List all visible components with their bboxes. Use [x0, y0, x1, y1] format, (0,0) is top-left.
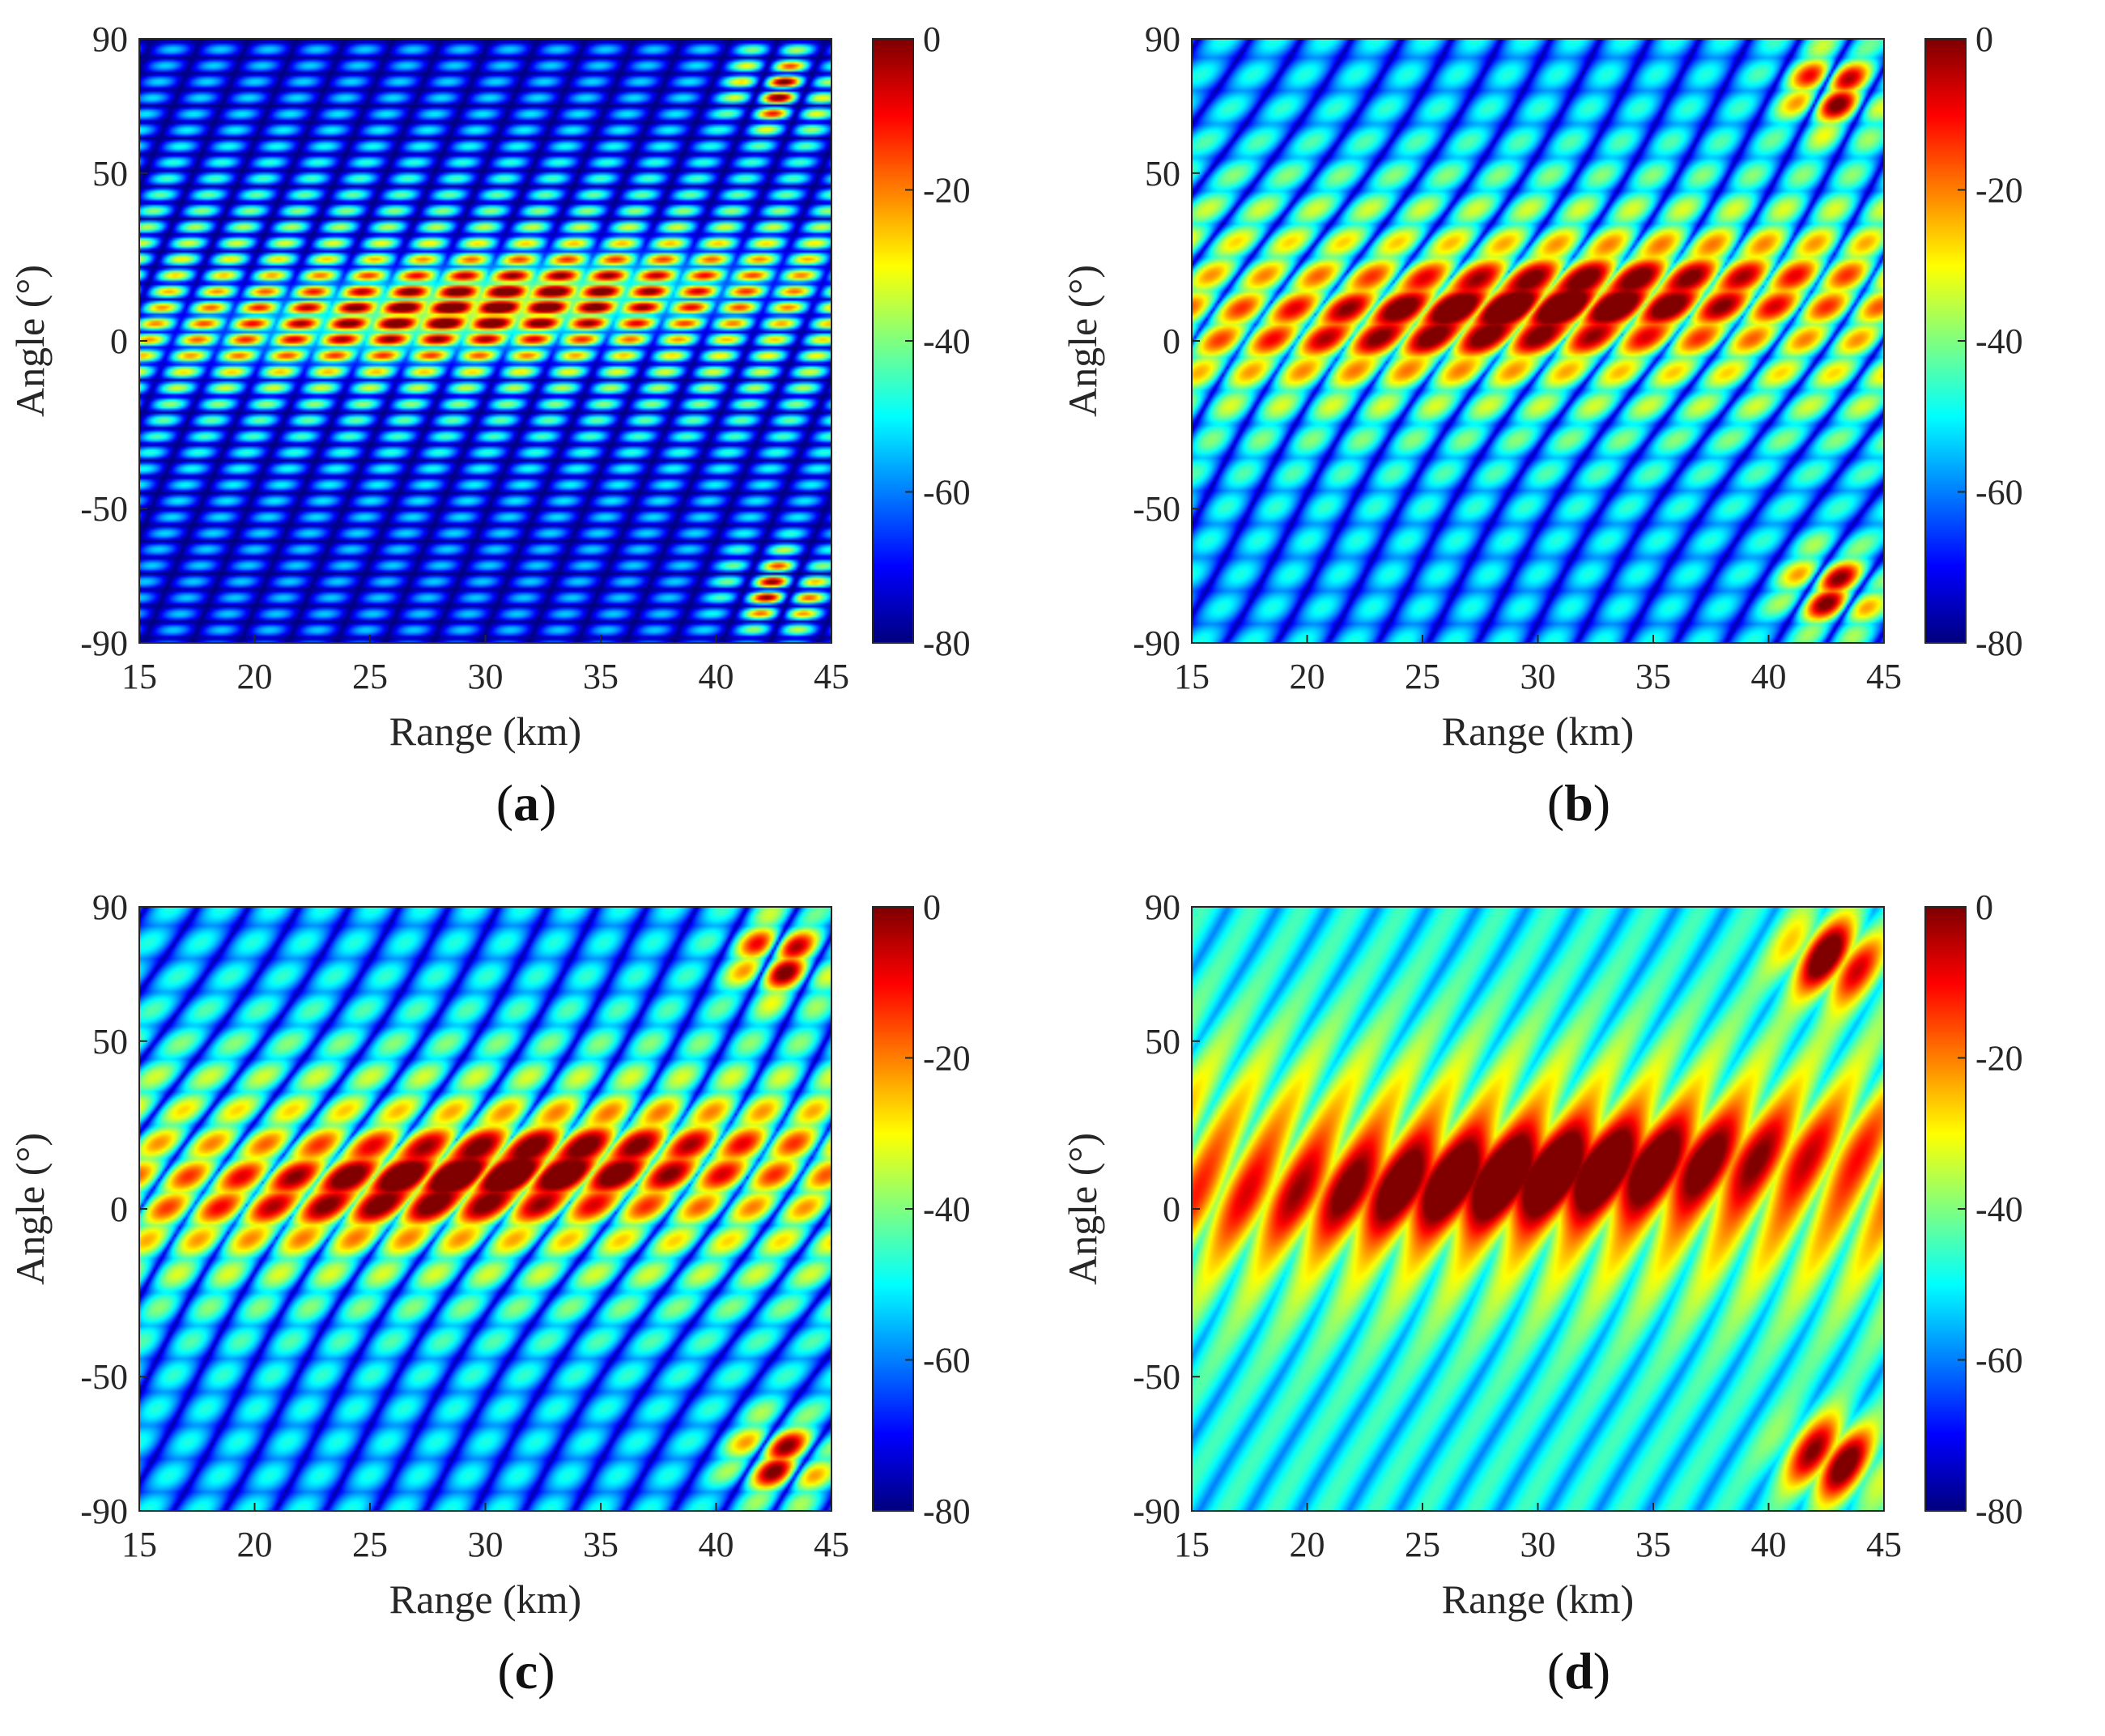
x-tick-label-d-6: 45 [1866, 1525, 1902, 1564]
x-tick-label-a-0: 15 [121, 657, 157, 696]
x-tick-label-c-5: 40 [699, 1525, 734, 1564]
y-axis-label-a: Angle (°) [7, 265, 53, 417]
y-tick-label-a-2: 0 [110, 321, 128, 361]
colorbar-tick-label-a-4: -80 [923, 623, 971, 663]
x-axis-label-b: Range (km) [1442, 708, 1634, 754]
caption-a-letter: a [513, 774, 539, 832]
colorbar-tick-label-b-3: -60 [1975, 473, 2023, 513]
x-tick-label-d-1: 20 [1290, 1525, 1325, 1564]
y-tick-label-b-1: 50 [1145, 154, 1180, 194]
y-axis-label-c: Angle (°) [7, 1133, 53, 1285]
y-tick-label-c-3: -50 [80, 1357, 128, 1397]
y-tick-label-c-1: 50 [92, 1022, 128, 1062]
chart-c: 15 20 25 30 35 40 45 90 50 0 -50 -90 Range (km) Angle… [7, 887, 971, 1622]
x-axis-label-a: Range (km) [389, 708, 581, 754]
y-tick-label-b-3: -50 [1133, 489, 1180, 529]
colorbar-tick-label-d-1: -20 [1975, 1039, 2023, 1079]
colorbar-tick-label-c-0: 0 [923, 887, 941, 927]
y-tick-label-d-1: 50 [1145, 1022, 1180, 1062]
x-tick-label-a-5: 40 [699, 657, 734, 696]
x-tick-label-b-4: 35 [1635, 657, 1671, 696]
y-tick-label-a-3: -50 [80, 489, 128, 529]
colorbar-tick-label-b-4: -80 [1975, 623, 2023, 663]
y-tick-label-a-0: 90 [92, 19, 128, 59]
colorbar-tick-label-b-2: -40 [1975, 321, 2023, 361]
x-tick-label-b-3: 30 [1520, 657, 1556, 696]
y-tick-label-b-4: -90 [1133, 623, 1180, 663]
x-tick-label-b-5: 40 [1751, 657, 1787, 696]
y-tick-label-b-0: 90 [1145, 19, 1180, 59]
y-tick-label-a-4: -90 [80, 623, 128, 663]
colorbar-tick-label-b-1: -20 [1975, 171, 2023, 211]
x-tick-label-c-6: 45 [814, 1525, 849, 1564]
x-tick-label-b-2: 25 [1405, 657, 1440, 696]
x-tick-label-c-3: 30 [468, 1525, 504, 1564]
x-tick-label-a-3: 30 [468, 657, 504, 696]
x-tick-label-a-2: 25 [352, 657, 388, 696]
colorbar-tick-label-d-2: -40 [1975, 1189, 2023, 1229]
y-tick-label-d-2: 0 [1163, 1189, 1180, 1229]
x-tick-label-d-3: 30 [1520, 1525, 1556, 1564]
heatmap-a [139, 39, 831, 643]
caption-b: (b) [1546, 774, 1611, 832]
colorbar-tick-label-b-0: 0 [1975, 19, 1993, 59]
x-tick-label-c-0: 15 [121, 1525, 157, 1564]
x-tick-label-c-2: 25 [352, 1525, 388, 1564]
heatmap-c [139, 907, 831, 1511]
colorbar-tick-label-d-3: -60 [1975, 1341, 2023, 1381]
chart-a: 15 20 25 30 35 40 45 90 50 0 -50 -90 Range (km) Angle… [7, 19, 971, 754]
y-tick-label-c-0: 90 [92, 887, 128, 927]
colorbar-tick-label-c-4: -80 [923, 1491, 971, 1531]
colorbar-tick-label-a-0: 0 [923, 19, 941, 59]
x-tick-label-d-4: 35 [1635, 1525, 1671, 1564]
x-tick-label-a-4: 35 [583, 657, 619, 696]
caption-c-letter: c [514, 1642, 538, 1700]
y-tick-label-c-4: -90 [80, 1491, 128, 1531]
x-tick-label-c-4: 35 [583, 1525, 619, 1564]
chart-b: 15 20 25 30 35 40 45 90 50 0 -50 -90 Range (km) Angle… [1060, 19, 2023, 754]
colorbar-tick-label-a-1: -20 [923, 171, 971, 211]
colorbar-tick-label-c-1: -20 [923, 1039, 971, 1079]
x-axis-label-c: Range (km) [389, 1576, 581, 1622]
colorbar-tick-label-a-3: -60 [923, 473, 971, 513]
heatmap-d [1192, 907, 1884, 1511]
x-tick-label-a-1: 20 [237, 657, 273, 696]
y-tick-label-a-1: 50 [92, 154, 128, 194]
x-axis-label-d: Range (km) [1442, 1576, 1634, 1622]
x-tick-label-c-1: 20 [237, 1525, 273, 1564]
x-tick-label-a-6: 45 [814, 657, 849, 696]
y-axis-label-d: Angle (°) [1060, 1133, 1105, 1285]
y-tick-label-c-2: 0 [110, 1189, 128, 1229]
y-tick-label-d-4: -90 [1133, 1491, 1180, 1531]
y-tick-label-d-0: 90 [1145, 887, 1180, 927]
x-tick-label-b-1: 20 [1290, 657, 1325, 696]
x-tick-label-b-0: 15 [1174, 657, 1210, 696]
x-tick-label-d-5: 40 [1751, 1525, 1787, 1564]
caption-d: (d) [1546, 1642, 1611, 1700]
colorbar-tick-label-c-2: -40 [923, 1189, 971, 1229]
caption-c: (c) [497, 1642, 555, 1700]
caption-d-letter: d [1564, 1642, 1593, 1700]
chart-d: 15 20 25 30 35 40 45 90 50 0 -50 -90 Range (km) Angle… [1060, 887, 2023, 1622]
y-axis-label-b: Angle (°) [1060, 265, 1105, 417]
x-tick-label-d-0: 15 [1174, 1525, 1210, 1564]
heatmap-b [1192, 39, 1884, 643]
colorbar-tick-label-d-0: 0 [1975, 887, 1993, 927]
y-tick-label-b-2: 0 [1163, 321, 1180, 361]
y-tick-label-d-3: -50 [1133, 1357, 1180, 1397]
caption-a: (a) [495, 774, 557, 832]
x-tick-label-d-2: 25 [1405, 1525, 1440, 1564]
caption-b-letter: b [1564, 774, 1593, 832]
colorbar-tick-label-d-4: -80 [1975, 1491, 2023, 1531]
colorbar-tick-label-c-3: -60 [923, 1341, 971, 1381]
x-tick-label-b-6: 45 [1866, 657, 1902, 696]
colorbar-tick-label-a-2: -40 [923, 321, 971, 361]
